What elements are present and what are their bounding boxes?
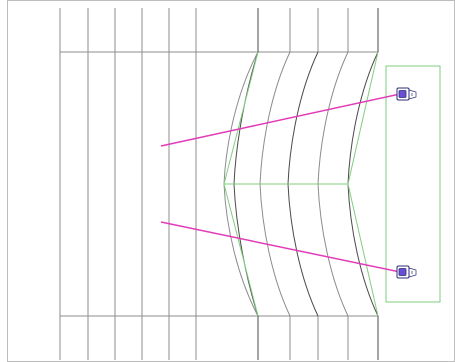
camera-bottom[interactable] <box>396 265 417 279</box>
camera-bottom-view-line <box>160 221 401 273</box>
viewport-frame <box>7 0 455 362</box>
straight-section <box>59 8 197 360</box>
camera-icon <box>396 87 417 101</box>
camera-rail-box <box>385 65 441 303</box>
curved-guide-lines <box>223 51 379 317</box>
camera-top-view-line <box>160 93 401 147</box>
curved-section-stubs <box>257 8 379 360</box>
camera-icon <box>396 265 417 279</box>
camera-view-lines <box>160 93 401 273</box>
camera-top[interactable] <box>396 87 417 101</box>
